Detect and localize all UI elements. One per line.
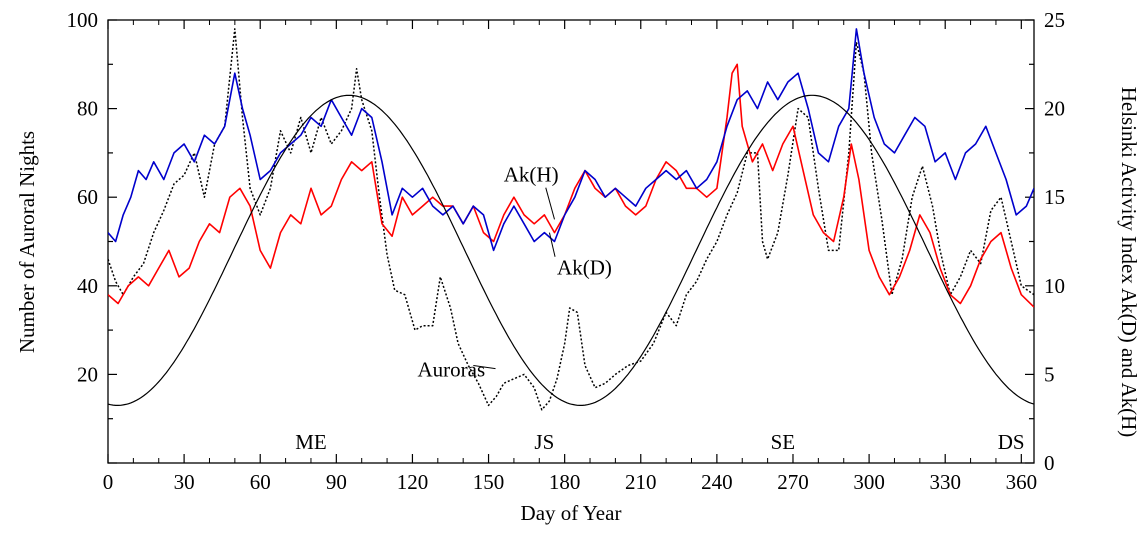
season-label: DS bbox=[998, 430, 1025, 454]
y-left-tick-label: 60 bbox=[77, 185, 98, 209]
y-right-tick-label: 15 bbox=[1044, 185, 1065, 209]
axis-ticks bbox=[107, 19, 1034, 464]
season-label: ME bbox=[295, 430, 327, 454]
x-tick-label: 120 bbox=[397, 470, 429, 494]
series-line-ak-d bbox=[108, 28, 1034, 252]
annotation-label: Ak(D) bbox=[557, 256, 612, 280]
annotation-leader bbox=[473, 365, 496, 370]
series-layer bbox=[108, 28, 1034, 411]
x-tick-label: 30 bbox=[174, 470, 195, 494]
y-right-tick-label: 5 bbox=[1044, 362, 1055, 386]
series-line-seasonal-curve bbox=[108, 94, 1034, 406]
x-tick-label: 150 bbox=[473, 470, 505, 494]
season-label: JS bbox=[534, 430, 554, 454]
x-tick-label: 210 bbox=[625, 470, 657, 494]
annotation-leader bbox=[545, 187, 555, 220]
y-left-tick-label: 100 bbox=[67, 8, 99, 32]
x-tick-label: 270 bbox=[777, 470, 809, 494]
right-axis-title: Helsinki Activity Index Ak(D) and Ak(H) bbox=[1117, 87, 1141, 438]
left-axis-title: Number of Auroral Nights bbox=[15, 131, 39, 353]
annotation-label: Auroras bbox=[418, 358, 486, 382]
series-line-auroras bbox=[108, 28, 1034, 411]
axis-labels: 0 30 60 90 120 150 180 210 240 270 300 330 360204060… bbox=[67, 8, 1066, 494]
y-right-tick-label: 10 bbox=[1044, 274, 1065, 298]
x-tick-label: 330 bbox=[929, 470, 961, 494]
y-right-tick-label: 20 bbox=[1044, 97, 1065, 121]
x-axis-title: Day of Year bbox=[521, 501, 622, 525]
annotation-leader bbox=[548, 232, 556, 257]
x-tick-label: 0 bbox=[103, 470, 114, 494]
y-left-tick-label: 20 bbox=[77, 362, 98, 386]
x-tick-label: 180 bbox=[549, 470, 581, 494]
season-label: SE bbox=[771, 430, 796, 454]
y-left-tick-label: 40 bbox=[77, 274, 98, 298]
annotations: Ak(H) Ak(D) Auroras bbox=[418, 163, 612, 382]
x-tick-label: 60 bbox=[250, 470, 271, 494]
x-tick-label: 360 bbox=[1006, 470, 1038, 494]
y-right-tick-label: 0 bbox=[1044, 451, 1055, 475]
x-tick-label: 240 bbox=[701, 470, 733, 494]
y-left-tick-label: 80 bbox=[77, 97, 98, 121]
annotation-label: Ak(H) bbox=[504, 163, 559, 187]
x-tick-label: 90 bbox=[326, 470, 347, 494]
y-right-tick-label: 25 bbox=[1044, 8, 1065, 32]
series-line-ak-h bbox=[108, 63, 1034, 308]
plot-frame bbox=[107, 19, 1035, 464]
x-tick-label: 300 bbox=[853, 470, 885, 494]
